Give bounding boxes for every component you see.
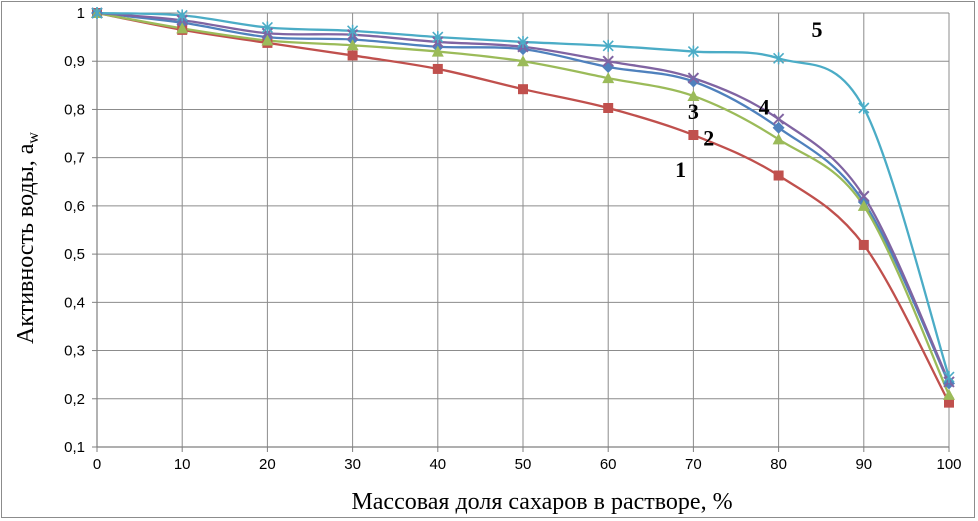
data-point-series-5 (176, 9, 188, 22)
data-point-series-3 (517, 55, 529, 67)
curve-label-2: 2 (703, 126, 714, 151)
x-axis-title: Массовая доля сахаров в растворе, % (351, 489, 732, 515)
x-tick-label: 90 (855, 456, 872, 473)
data-point-series-5 (432, 31, 444, 44)
tick-labels: 0 10 20 30 40 50 60 70 80 90 100 0,1 0,2 0,3 0,4 0,5 0,6… (64, 5, 961, 473)
x-tick-label: 20 (259, 456, 276, 473)
y-axis-title-main: Активность воды, a (13, 143, 39, 344)
data-point-series-3 (687, 89, 700, 101)
x-tick-label: 30 (344, 456, 361, 473)
series-line-2 (96, 11, 951, 384)
x-tick-label: 80 (770, 456, 787, 473)
data-point-series-1 (603, 102, 614, 113)
data-point-series-1 (688, 130, 699, 141)
data-point-series-4 (602, 55, 614, 67)
data-point-series-5 (261, 21, 273, 34)
x-tick-label: 70 (685, 456, 702, 473)
curve-label-5: 5 (811, 17, 822, 42)
data-point-series-1 (518, 84, 528, 95)
data-point-series-2 (517, 43, 529, 56)
data-point-series-5 (687, 45, 699, 58)
curve-label-4: 4 (759, 94, 770, 119)
y-tick-label: 0,7 (64, 150, 85, 167)
data-point-series-1 (432, 63, 443, 74)
curve-labels: 123 4 5 (675, 17, 822, 182)
data-point-series-1 (944, 397, 954, 408)
curve-label-1: 1 (675, 157, 686, 182)
data-point-series-2 (772, 121, 785, 134)
x-tick-label: 0 (93, 456, 101, 473)
y-tick-label: 1 (77, 5, 85, 22)
data-point-series-5 (602, 39, 614, 52)
data-point-series-3 (261, 34, 274, 46)
data-point-series-3 (602, 72, 615, 84)
y-tick-label: 0,3 (64, 343, 85, 360)
data-point-series-5 (347, 24, 359, 37)
data-point-series-1 (347, 50, 358, 61)
series-line-4 (96, 11, 951, 383)
y-tick-label: 0,4 (64, 294, 85, 311)
x-tick-label: 60 (600, 456, 617, 473)
data-point-series-5 (773, 52, 785, 65)
data-point-series-4 (687, 72, 700, 84)
y-tick-label: 0,9 (64, 53, 85, 70)
y-axis-title: Активность воды, aw (13, 132, 42, 344)
data-point-series-5 (91, 7, 103, 19)
y-axis-title-subscript: w (25, 132, 42, 144)
data-point-series-3 (431, 45, 444, 57)
data-point-series-5 (858, 101, 870, 114)
data-point-series-3 (772, 133, 785, 145)
series-line-5 (96, 11, 951, 378)
y-tick-label: 0,5 (64, 246, 85, 263)
x-tick-label: 40 (429, 456, 446, 473)
x-tick-label: 50 (515, 456, 532, 473)
x-tick-label: 10 (174, 456, 191, 473)
data-point-series-3 (943, 388, 955, 400)
y-tick-label: 0,2 (64, 391, 85, 408)
series-lines (96, 11, 951, 404)
y-tick-label: 0,6 (64, 198, 85, 215)
series-markers (91, 7, 955, 408)
grid-lines (97, 12, 950, 447)
data-point-series-2 (687, 75, 700, 88)
series-line-1 (96, 11, 951, 404)
data-point-series-5 (517, 35, 529, 48)
series-line-3 (96, 11, 951, 396)
data-point-series-3 (857, 199, 870, 211)
y-tick-label: 0,8 (64, 101, 85, 118)
curve-label-3: 3 (688, 99, 699, 124)
axes (92, 12, 950, 452)
data-point-series-3 (176, 22, 189, 34)
y-tick-label: 0,1 (64, 439, 85, 456)
data-point-series-3 (346, 39, 359, 51)
data-point-series-5 (943, 371, 955, 384)
data-point-series-1 (773, 170, 784, 181)
data-point-series-1 (858, 239, 869, 250)
x-tick-label: 100 (936, 456, 961, 473)
data-point-series-4 (772, 113, 785, 125)
data-point-series-4 (858, 190, 870, 202)
